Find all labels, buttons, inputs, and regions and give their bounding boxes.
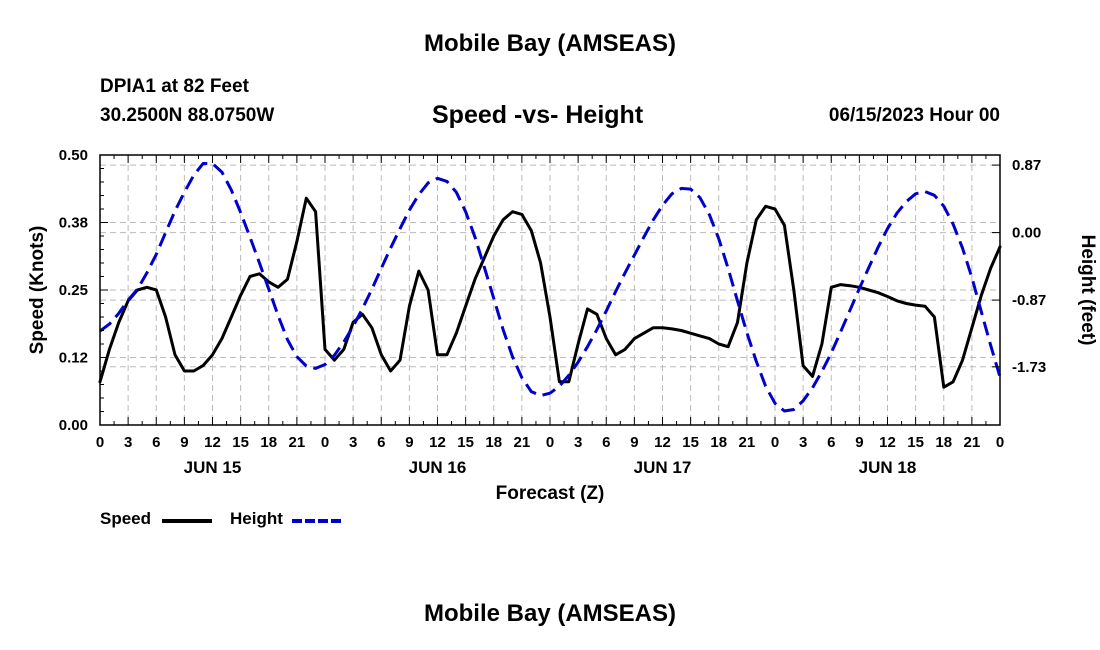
x-tick-label: 6 — [602, 434, 610, 451]
x-tick-label: 0 — [96, 434, 104, 451]
y-right-tick-label: 0.87 — [1012, 157, 1041, 174]
speed-series-line — [98, 196, 1002, 389]
x-tick-label: 0 — [321, 434, 329, 451]
x-tick-label: 9 — [630, 434, 638, 451]
axis-tick-labels: 0 3 6 9 12 15 18 21 0 3 6 9 12 15 18 21 0 3 6 9 12 15 18 21 0 3 6 9… — [59, 147, 1046, 477]
y-left-tick-label: 0.25 — [59, 282, 88, 299]
x-tick-label: 12 — [204, 434, 221, 451]
y-axis-right-label: Height (feet) — [1077, 235, 1098, 346]
series-lines — [98, 162, 1002, 413]
station-label: DPIA1 at 82 Feet — [100, 76, 249, 97]
x-axis-label: Forecast (Z) — [495, 483, 605, 504]
y-left-tick-label: 0.00 — [59, 417, 88, 434]
x-tick-label: 12 — [879, 434, 896, 451]
x-tick-label: 12 — [429, 434, 446, 451]
y-left-tick-label: 0.12 — [59, 350, 88, 367]
x-tick-label: 18 — [935, 434, 952, 451]
day-label: JUN 16 — [409, 458, 467, 477]
forecast-datetime: 06/15/2023 Hour 00 — [828, 105, 1000, 126]
y-right-tick-label: -0.87 — [1012, 292, 1046, 309]
x-tick-label: 15 — [457, 434, 474, 451]
x-tick-label: 15 — [907, 434, 924, 451]
x-tick-label: 3 — [574, 434, 582, 451]
x-tick-label: 12 — [654, 434, 671, 451]
height-series-line — [99, 162, 1002, 413]
x-tick-label: 21 — [289, 434, 306, 451]
station-coordinates: 30.2500N 88.0750W — [100, 105, 275, 126]
x-tick-label: 0 — [996, 434, 1004, 451]
x-tick-label: 3 — [124, 434, 132, 451]
y-right-tick-label: 0.00 — [1012, 225, 1041, 242]
x-tick-label: 3 — [349, 434, 357, 451]
legend-speed-label: Speed — [100, 509, 152, 528]
x-tick-label: 15 — [232, 434, 249, 451]
chart-subtitle: Speed -vs- Height — [432, 101, 644, 129]
y-axis-left-label: Speed (Knots) — [27, 226, 48, 355]
day-label: JUN 17 — [634, 458, 692, 477]
x-tick-label: 18 — [710, 434, 727, 451]
x-tick-label: 15 — [682, 434, 699, 451]
x-tick-label: 3 — [799, 434, 807, 451]
x-tick-label: 6 — [827, 434, 835, 451]
x-tick-label: 21 — [514, 434, 531, 451]
y-right-tick-label: -1.73 — [1012, 359, 1046, 376]
footer-title: Mobile Bay (AMSEAS) — [423, 600, 677, 627]
chart-title: Mobile Bay (AMSEAS) — [423, 30, 677, 57]
x-tick-label: 18 — [260, 434, 277, 451]
x-tick-label: 9 — [180, 434, 188, 451]
x-tick-label: 21 — [739, 434, 756, 451]
x-tick-label: 9 — [855, 434, 863, 451]
day-label: JUN 15 — [184, 458, 242, 477]
x-tick-label: 6 — [152, 434, 160, 451]
legend-height-label: Height — [230, 509, 283, 528]
x-tick-label: 0 — [771, 434, 779, 451]
x-tick-label: 21 — [964, 434, 981, 451]
y-left-tick-label: 0.50 — [59, 147, 88, 164]
x-tick-label: 0 — [546, 434, 554, 451]
day-label: JUN 18 — [859, 458, 917, 477]
axis-ticks — [99, 154, 1001, 426]
x-tick-label: 6 — [377, 434, 385, 451]
x-tick-label: 18 — [485, 434, 502, 451]
y-left-tick-label: 0.38 — [59, 215, 88, 232]
x-tick-label: 9 — [405, 434, 413, 451]
